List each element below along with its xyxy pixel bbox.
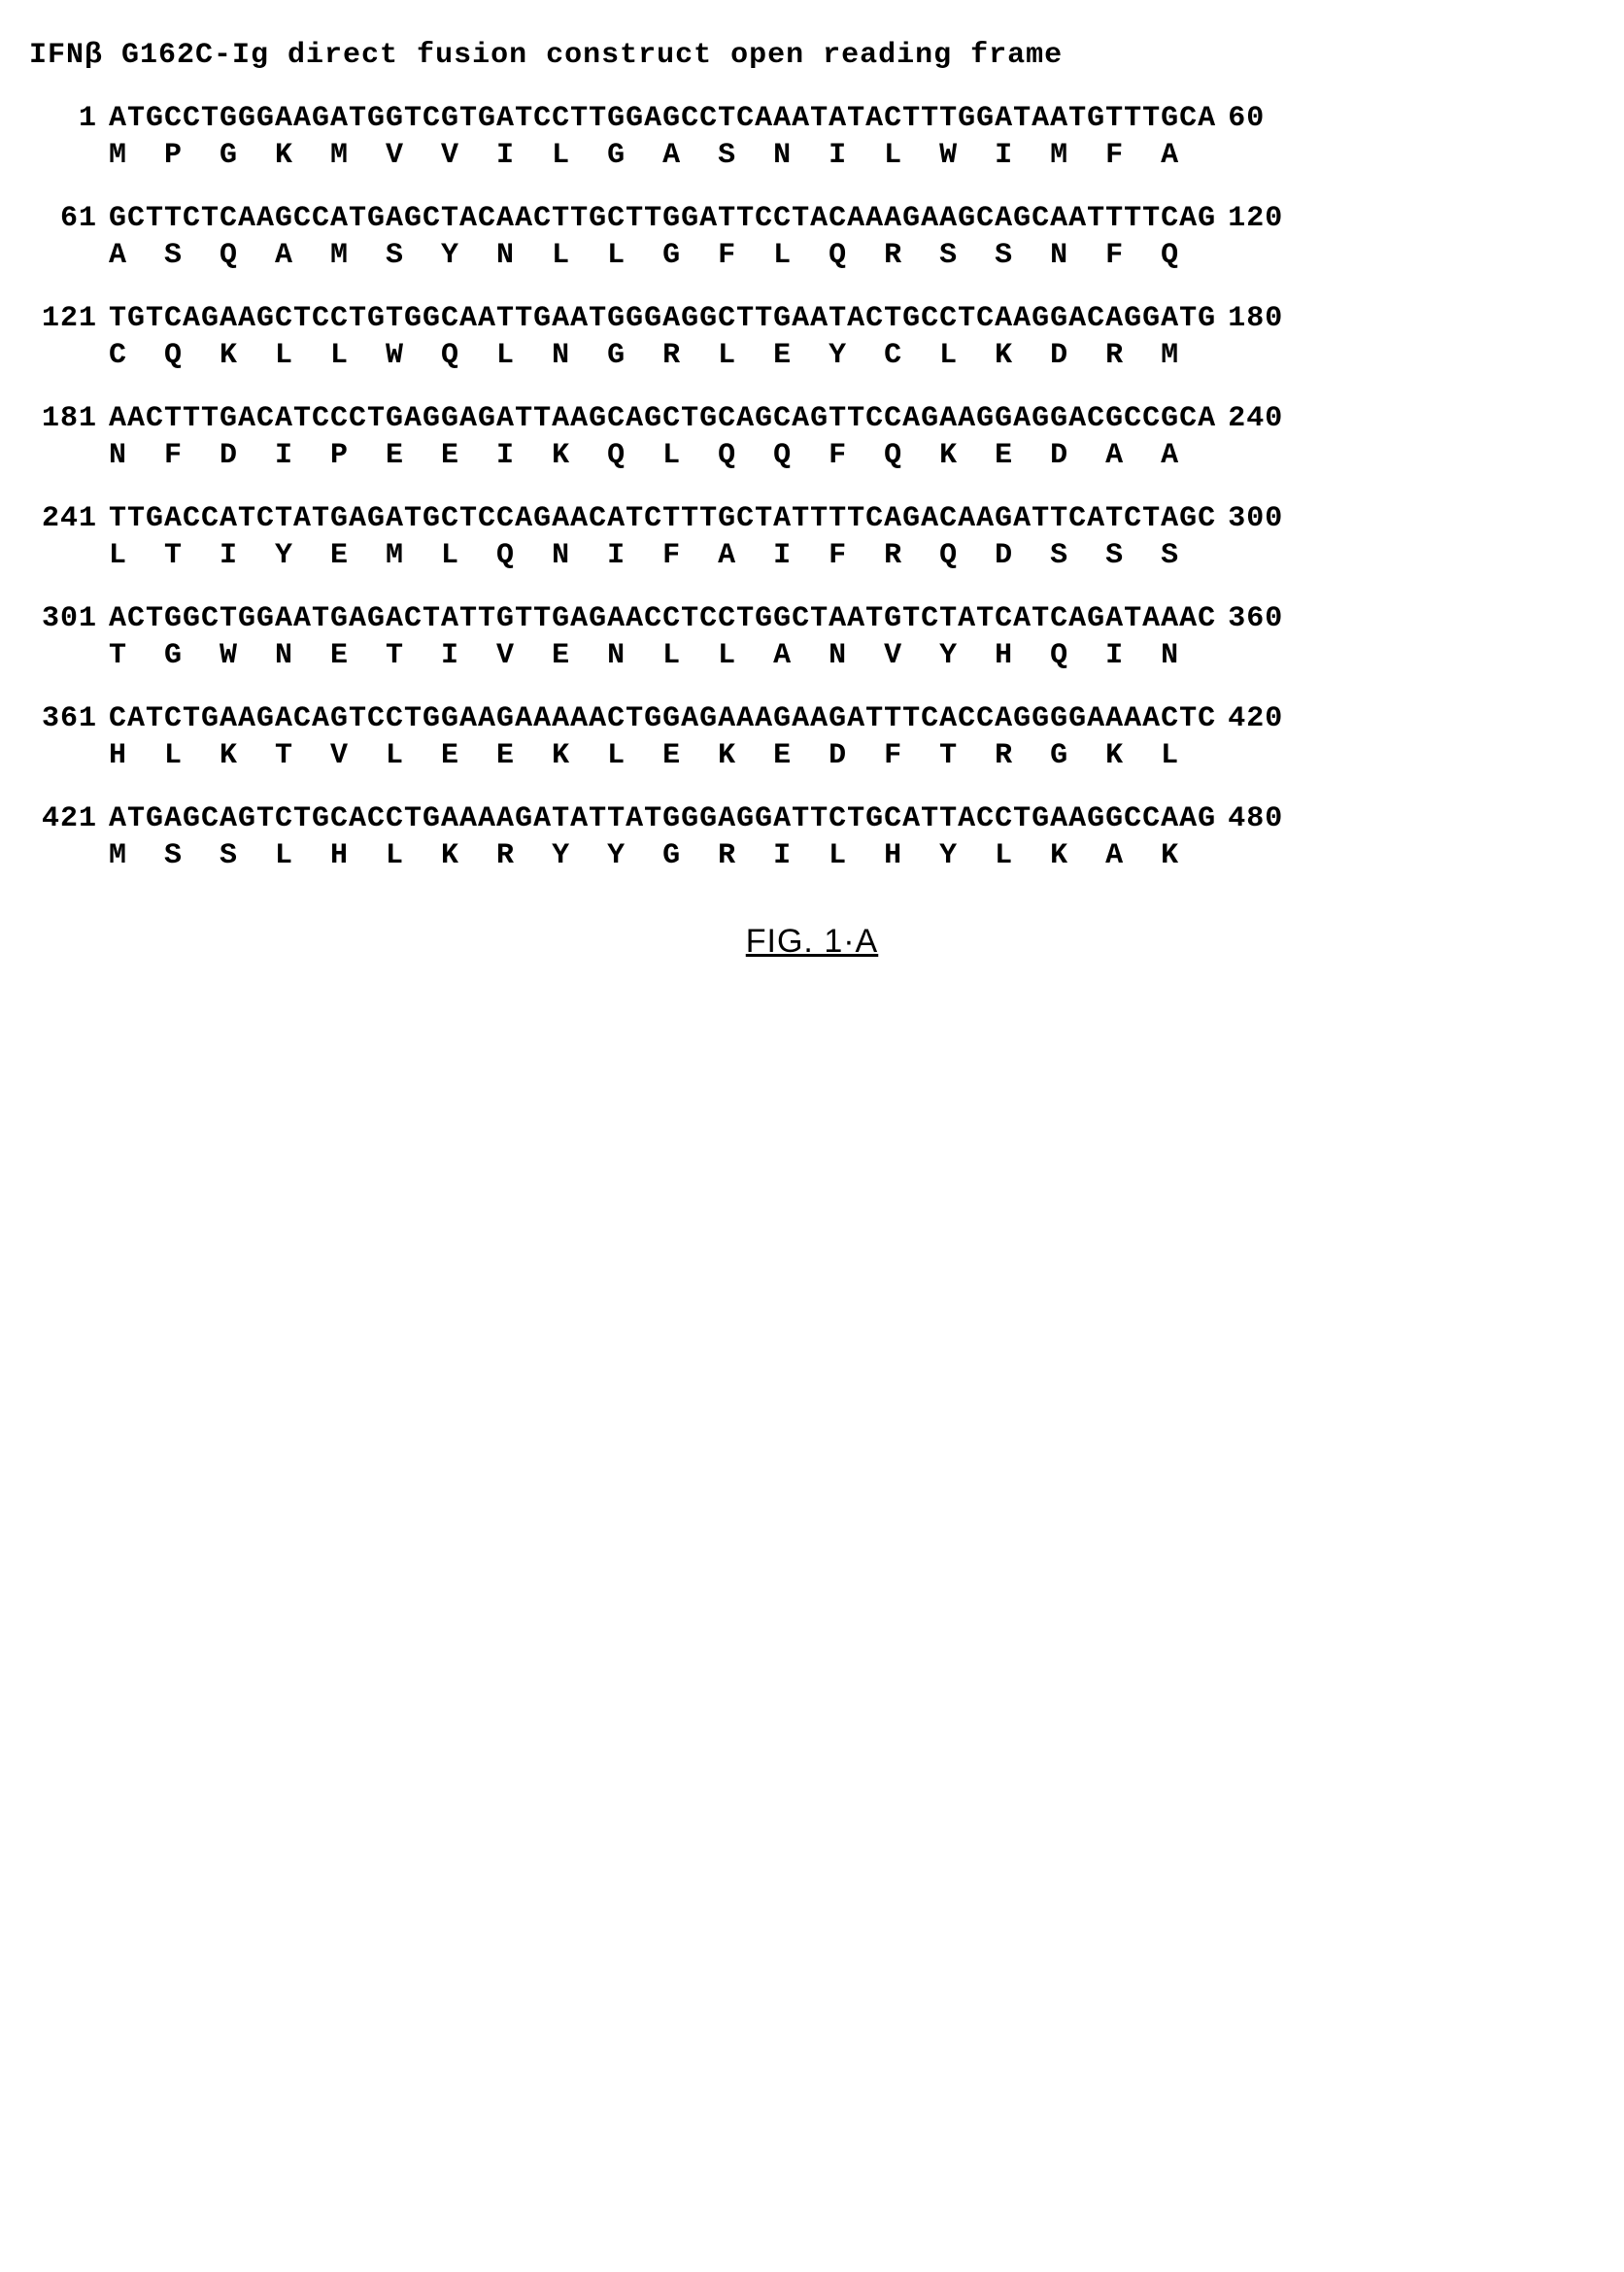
nucleotide-sequence: ACTGGCTGGAATGAGACTATTGTTGAGAACCTCCTGGCTA…: [109, 602, 1216, 635]
position-end: 300: [1216, 502, 1283, 535]
position-end: 120: [1216, 202, 1283, 235]
nucleotide-line: 421ATGAGCAGTCTGCACCTGAAAAGATATTATGGGAGGA…: [29, 801, 1595, 838]
position-start: 241: [29, 501, 109, 538]
sequence-container: 1ATGCCTGGGAAGATGGTCGTGATCCTTGGAGCCTCAAAT…: [29, 101, 1595, 874]
amino-acid-line: 61A S Q A M S Y N L L G F L Q R S S N F …: [29, 238, 1595, 275]
sequence-title: IFNβ G162C-Ig direct fusion construct op…: [29, 39, 1595, 72]
amino-acid-line: 241L T I Y E M L Q N I F A I F R Q D S S…: [29, 538, 1595, 575]
amino-acid-sequence: H L K T V L E E K L E K E D F T R G K L: [109, 739, 1179, 772]
nucleotide-sequence: TGTCAGAAGCTCCTGTGGCAATTGAATGGGAGGCTTGAAT…: [109, 302, 1216, 335]
amino-acid-sequence: C Q K L L W Q L N G R L E Y C L K D R M: [109, 339, 1179, 372]
amino-acid-sequence: T G W N E T I V E N L L A N V Y H Q I N: [109, 639, 1179, 672]
amino-acid-sequence: M P G K M V V I L G A S N I L W I M F A: [109, 139, 1179, 172]
position-start: 1: [29, 101, 109, 138]
sequence-block: 421ATGAGCAGTCTGCACCTGAAAAGATATTATGGGAGGA…: [29, 801, 1595, 874]
sequence-block: 121TGTCAGAAGCTCCTGTGGCAATTGAATGGGAGGCTTG…: [29, 301, 1595, 374]
nucleotide-sequence: ATGCCTGGGAAGATGGTCGTGATCCTTGGAGCCTCAAATA…: [109, 102, 1216, 135]
sequence-block: 1ATGCCTGGGAAGATGGTCGTGATCCTTGGAGCCTCAAAT…: [29, 101, 1595, 174]
nucleotide-sequence: ATGAGCAGTCTGCACCTGAAAAGATATTATGGGAGGATTC…: [109, 802, 1216, 835]
sequence-block: 61GCTTCTCAAGCCATGAGCTACAACTTGCTTGGATTCCT…: [29, 201, 1595, 274]
amino-acid-sequence: M S S L H L K R Y Y G R I L H Y L K A K: [109, 839, 1179, 872]
nucleotide-line: 61GCTTCTCAAGCCATGAGCTACAACTTGCTTGGATTCCT…: [29, 201, 1595, 238]
nucleotide-line: 301ACTGGCTGGAATGAGACTATTGTTGAGAACCTCCTGG…: [29, 601, 1595, 638]
nucleotide-line: 121TGTCAGAAGCTCCTGTGGCAATTGAATGGGAGGCTTG…: [29, 301, 1595, 338]
position-end: 480: [1216, 802, 1283, 835]
amino-acid-line: 361H L K T V L E E K L E K E D F T R G K…: [29, 738, 1595, 775]
figure-label: FIG. 1·A: [29, 923, 1595, 961]
amino-acid-line: 181N F D I P E E I K Q L Q Q F Q K E D A…: [29, 438, 1595, 475]
nucleotide-sequence: AACTTTGACATCCCTGAGGAGATTAAGCAGCTGCAGCAGT…: [109, 402, 1216, 435]
position-start: 361: [29, 701, 109, 738]
sequence-block: 241TTGACCATCTATGAGATGCTCCAGAACATCTTTGCTA…: [29, 501, 1595, 574]
position-start: 421: [29, 801, 109, 838]
sequence-block: 301ACTGGCTGGAATGAGACTATTGTTGAGAACCTCCTGG…: [29, 601, 1595, 674]
nucleotide-sequence: GCTTCTCAAGCCATGAGCTACAACTTGCTTGGATTCCTAC…: [109, 202, 1216, 235]
amino-acid-line: 121C Q K L L W Q L N G R L E Y C L K D R…: [29, 338, 1595, 375]
nucleotide-line: 361CATCTGAAGACAGTCCTGGAAGAAAAACTGGAGAAAG…: [29, 701, 1595, 738]
amino-acid-line: 1M P G K M V V I L G A S N I L W I M F A: [29, 138, 1595, 175]
position-end: 60: [1216, 102, 1265, 135]
position-end: 180: [1216, 302, 1283, 335]
position-start: 301: [29, 601, 109, 638]
nucleotide-sequence: CATCTGAAGACAGTCCTGGAAGAAAAACTGGAGAAAGAAG…: [109, 702, 1216, 735]
sequence-block: 181AACTTTGACATCCCTGAGGAGATTAAGCAGCTGCAGC…: [29, 401, 1595, 474]
sequence-block: 361CATCTGAAGACAGTCCTGGAAGAAAAACTGGAGAAAG…: [29, 701, 1595, 774]
amino-acid-line: 301T G W N E T I V E N L L A N V Y H Q I…: [29, 638, 1595, 675]
nucleotide-sequence: TTGACCATCTATGAGATGCTCCAGAACATCTTTGCTATTT…: [109, 502, 1216, 535]
amino-acid-sequence: A S Q A M S Y N L L G F L Q R S S N F Q: [109, 239, 1179, 272]
nucleotide-line: 241TTGACCATCTATGAGATGCTCCAGAACATCTTTGCTA…: [29, 501, 1595, 538]
position-end: 360: [1216, 602, 1283, 635]
nucleotide-line: 1ATGCCTGGGAAGATGGTCGTGATCCTTGGAGCCTCAAAT…: [29, 101, 1595, 138]
position-end: 420: [1216, 702, 1283, 735]
position-start: 181: [29, 401, 109, 438]
position-end: 240: [1216, 402, 1283, 435]
position-start: 61: [29, 201, 109, 238]
amino-acid-line: 421M S S L H L K R Y Y G R I L H Y L K A…: [29, 838, 1595, 875]
amino-acid-sequence: N F D I P E E I K Q L Q Q F Q K E D A A: [109, 439, 1179, 472]
amino-acid-sequence: L T I Y E M L Q N I F A I F R Q D S S S: [109, 539, 1179, 572]
position-start: 121: [29, 301, 109, 338]
nucleotide-line: 181AACTTTGACATCCCTGAGGAGATTAAGCAGCTGCAGC…: [29, 401, 1595, 438]
